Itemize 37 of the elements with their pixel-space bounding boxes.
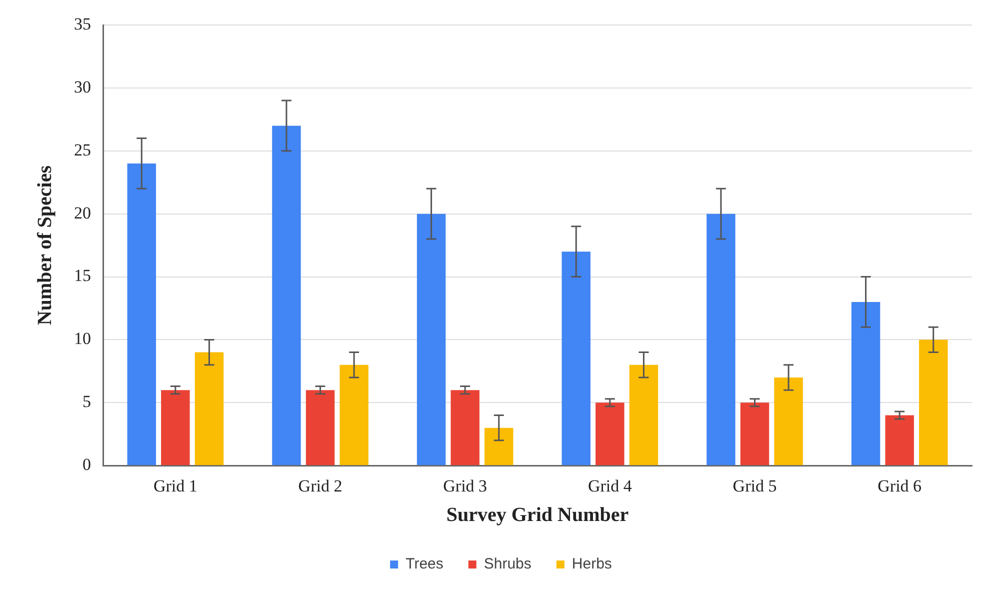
y-tick-label: 5	[82, 392, 91, 412]
y-tick-label: 0	[82, 455, 91, 474]
bar	[161, 390, 190, 466]
x-axis-title: Survey Grid Number	[446, 504, 629, 526]
bar	[416, 214, 446, 466]
bar	[706, 214, 736, 466]
bar	[127, 163, 156, 466]
bar	[885, 415, 914, 466]
bar	[851, 302, 880, 466]
bar	[340, 364, 368, 466]
x-tick-label: Grid 3	[443, 476, 488, 496]
legend-label: Herbs	[572, 556, 612, 573]
legend-label: Trees	[406, 556, 444, 573]
bar	[306, 390, 335, 466]
y-tick-label: 15	[74, 266, 91, 286]
y-tick-label: 20	[74, 203, 91, 222]
x-tick-label: Grid 6	[878, 476, 922, 496]
y-axis-title: Number of Species	[34, 165, 56, 326]
x-tick-label: Grid 2	[298, 476, 342, 496]
bar	[774, 377, 803, 466]
bar	[562, 252, 590, 466]
x-tick-label: Grid 4	[588, 476, 632, 496]
bar	[919, 340, 948, 466]
bar	[740, 402, 770, 466]
bar	[194, 352, 224, 466]
x-tick-label: Grid 1	[153, 476, 198, 496]
y-tick-label: 25	[74, 140, 91, 160]
bar	[450, 390, 480, 466]
x-tick-label: Grid 5	[732, 476, 777, 496]
legend-label: Shrubs	[484, 556, 532, 573]
bar	[629, 364, 658, 466]
bar	[596, 402, 624, 466]
y-tick-label: 10	[74, 329, 91, 348]
bar	[272, 126, 301, 466]
y-tick-label: 30	[74, 77, 91, 96]
y-tick-label: 35	[74, 14, 91, 34]
bar	[484, 428, 514, 466]
